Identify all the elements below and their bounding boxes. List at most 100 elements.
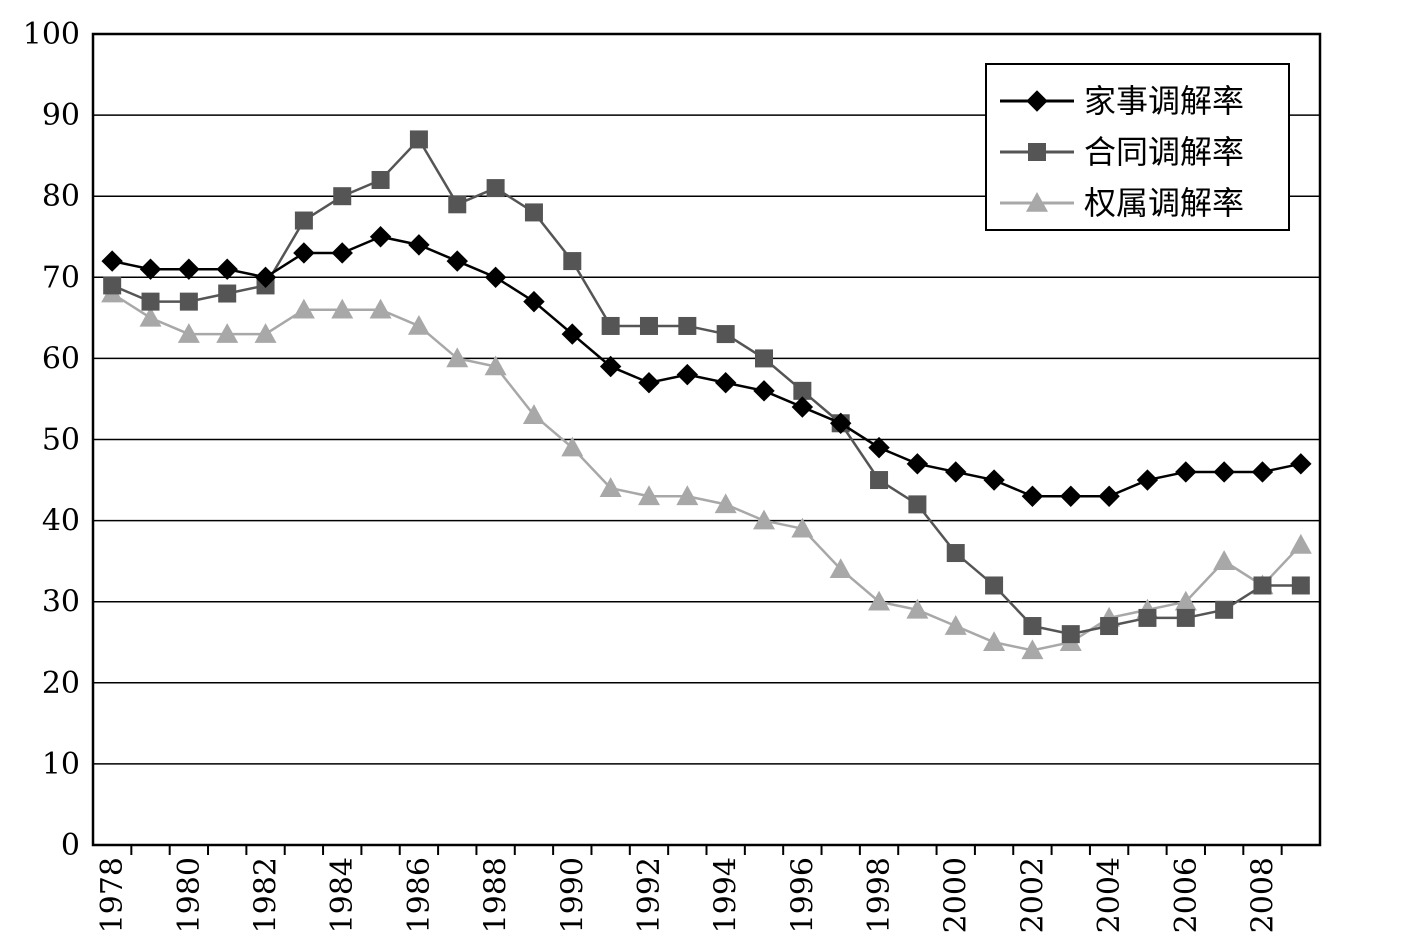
legend-item: 家事调解率 [1000, 82, 1244, 120]
x-tick-label: 1990 [555, 857, 590, 933]
data-point-diamond [484, 266, 507, 289]
data-point-triangle [637, 485, 660, 506]
data-point-square [716, 325, 735, 344]
data-point-square [755, 349, 774, 368]
data-point-diamond [868, 436, 890, 459]
series-3 [101, 282, 1312, 660]
data-point-triangle [1289, 533, 1312, 554]
data-point-diamond [446, 250, 468, 272]
data-point-square [409, 130, 428, 149]
data-point-square [1176, 608, 1195, 627]
data-point-triangle [599, 477, 622, 497]
x-tick-label: 1984 [325, 857, 360, 933]
data-point-triangle [791, 517, 814, 538]
y-tick-label: 10 [42, 747, 80, 782]
data-point-triangle [561, 436, 584, 457]
data-point-square [448, 195, 467, 214]
data-point-square [985, 576, 1004, 595]
data-point-triangle [1026, 192, 1048, 212]
data-point-square [1061, 625, 1080, 644]
x-tick-label: 2006 [1169, 857, 1204, 933]
data-point-diamond [983, 469, 1005, 491]
data-point-diamond [139, 258, 162, 280]
data-point-square [103, 276, 122, 295]
legend-item: 权属调解率 [1000, 184, 1244, 222]
data-point-triangle [369, 298, 392, 319]
data-point-triangle [829, 558, 852, 579]
data-point-square [639, 316, 658, 335]
data-point-diamond [638, 372, 660, 394]
y-tick-label: 40 [42, 504, 80, 539]
series-layer [101, 130, 1312, 660]
gridlines [93, 114, 1320, 765]
data-point-diamond [1136, 469, 1159, 491]
data-point-square [1215, 600, 1234, 619]
data-point-triangle [446, 347, 469, 368]
data-point-diamond [293, 242, 315, 264]
y-tick-label: 30 [42, 585, 80, 620]
data-point-diamond [216, 258, 238, 280]
data-point-square [793, 381, 812, 400]
x-tick-label: 1992 [632, 857, 667, 933]
data-point-square [1138, 608, 1157, 627]
y-tick-label: 90 [42, 98, 80, 133]
y-tick-label: 80 [42, 179, 80, 214]
x-tick-label: 1978 [95, 857, 130, 933]
data-point-triangle [753, 509, 776, 530]
data-point-diamond [1290, 453, 1312, 475]
data-point-square [563, 252, 582, 271]
x-tick-label: 1982 [249, 857, 284, 933]
data-point-diamond [561, 323, 584, 345]
data-point-triangle [484, 355, 507, 376]
data-point-square [294, 211, 313, 230]
data-point-diamond [254, 266, 277, 289]
data-point-triangle [407, 314, 430, 335]
data-point-square [218, 284, 237, 303]
data-point-diamond [369, 226, 392, 248]
data-point-triangle [139, 306, 162, 327]
data-point-diamond [945, 461, 967, 483]
data-point-diamond [1213, 461, 1235, 483]
series-1 [101, 226, 1312, 507]
data-point-triangle [983, 631, 1006, 652]
data-point-square [486, 179, 505, 198]
data-point-triangle [944, 615, 967, 635]
y-tick-label: 20 [42, 666, 80, 701]
data-point-square [1023, 617, 1042, 636]
data-point-square [179, 292, 198, 311]
data-point-diamond [1098, 485, 1120, 507]
data-point-triangle [1174, 590, 1197, 611]
data-point-square [908, 495, 927, 514]
data-point-triangle [177, 323, 200, 343]
legend-label: 权属调解率 [1084, 184, 1244, 222]
data-point-square [141, 292, 160, 311]
data-point-square [946, 544, 965, 563]
x-tick-label: 1994 [709, 857, 744, 933]
data-point-diamond [408, 234, 430, 256]
data-point-diamond [676, 363, 699, 386]
data-point-square [1028, 143, 1046, 161]
data-point-diamond [599, 355, 622, 378]
legend-label: 合同调解率 [1084, 133, 1244, 171]
data-point-triangle [522, 404, 545, 424]
data-point-diamond [753, 380, 775, 402]
series-line [111, 235, 1302, 498]
data-point-triangle [714, 493, 737, 514]
y-tick-label: 70 [42, 260, 80, 295]
data-point-triangle [254, 323, 277, 343]
x-tick-label: 1998 [862, 857, 897, 933]
x-tick-label: 2004 [1092, 857, 1127, 933]
x-tick-label: 2008 [1245, 857, 1280, 933]
data-point-square [371, 170, 390, 189]
y-tick-label: 100 [23, 17, 80, 52]
data-point-triangle [868, 590, 891, 611]
legend-label: 家事调解率 [1084, 82, 1244, 120]
data-point-square [333, 187, 352, 206]
x-tick-label: 2002 [1015, 857, 1050, 933]
data-point-triangle [906, 598, 929, 619]
data-point-triangle [1021, 639, 1044, 660]
data-point-triangle [292, 298, 315, 319]
y-tick-label: 50 [42, 423, 80, 458]
